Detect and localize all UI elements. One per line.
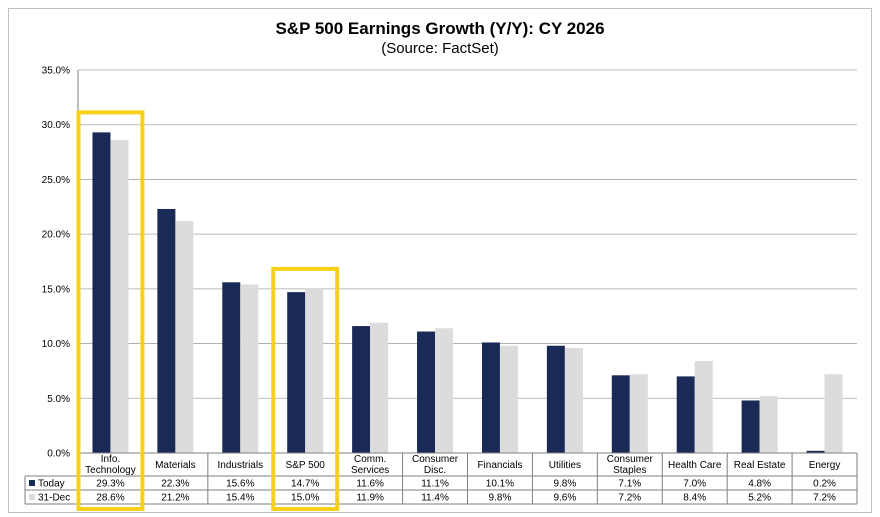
category-label: Utilities [549, 460, 581, 471]
category-label: Health Care [668, 460, 722, 471]
bar-today [157, 208, 176, 453]
data-label: 15.4% [226, 493, 254, 504]
category-label: Disc. [424, 465, 446, 476]
data-label: 5.2% [748, 493, 771, 504]
data-label: 15.0% [291, 493, 319, 504]
y-tick-label: 25.0% [42, 175, 70, 186]
legend-key [29, 494, 35, 500]
data-label: 28.6% [96, 493, 124, 504]
data-label: 11.1% [421, 479, 449, 490]
category-label: Technology [85, 465, 136, 476]
data-label: 14.7% [291, 479, 319, 490]
data-label: 9.6% [553, 493, 576, 504]
bar-31-dec [694, 361, 713, 453]
category-label: Comm. [354, 454, 386, 465]
bar-31-dec [110, 140, 129, 453]
bar-31-dec [175, 221, 194, 453]
data-label: 0.2% [813, 479, 836, 490]
chart-subtitle: (Source: FactSet) [381, 40, 499, 57]
category-label: Energy [809, 460, 841, 471]
y-tick-label: 30.0% [42, 120, 70, 131]
category-label: Info. [101, 454, 120, 465]
data-label: 21.2% [161, 493, 189, 504]
data-label: 29.3% [96, 479, 124, 490]
bar-today [611, 375, 630, 453]
category-label: Real Estate [734, 460, 786, 471]
bar-31-dec [499, 345, 518, 453]
bar-31-dec [240, 284, 259, 453]
data-label: 7.2% [813, 493, 836, 504]
category-label: Consumer [412, 454, 459, 465]
category-label: S&P 500 [286, 460, 326, 471]
data-label: 11.6% [356, 479, 384, 490]
bar-today [546, 345, 565, 453]
bar-today [806, 450, 825, 453]
y-tick-label: 15.0% [42, 284, 70, 295]
bar-31-dec [305, 288, 324, 453]
category-label: Staples [613, 465, 646, 476]
data-label: 7.0% [683, 479, 706, 490]
chart-frame [8, 8, 872, 513]
data-label: 22.3% [161, 479, 189, 490]
bar-today [92, 132, 111, 454]
bar-31-dec [759, 396, 778, 453]
bar-today [417, 331, 436, 453]
y-tick-label: 5.0% [47, 394, 70, 405]
y-tick-label: 10.0% [42, 339, 70, 350]
bar-today [741, 400, 760, 453]
y-tick-label: 0.0% [47, 449, 70, 460]
legend-label: 31-Dec [38, 493, 70, 504]
category-label: Consumer [607, 454, 654, 465]
data-label: 8.4% [683, 493, 706, 504]
category-label: Services [351, 465, 389, 476]
data-label: 15.6% [226, 479, 254, 490]
data-label: 7.2% [618, 493, 641, 504]
legend-key [29, 480, 35, 486]
data-label: 9.8% [489, 493, 512, 504]
bar-31-dec [824, 374, 843, 453]
data-label: 9.8% [553, 479, 576, 490]
bar-31-dec [370, 322, 389, 453]
bar-31-dec [435, 328, 454, 453]
legend-label: Today [38, 479, 65, 490]
bar-31-dec [629, 374, 648, 453]
y-tick-label: 35.0% [42, 66, 70, 77]
highlight-box [271, 266, 340, 511]
category-label: Financials [477, 460, 522, 471]
bar-today [481, 342, 500, 453]
bar-today [287, 292, 306, 453]
bar-31-dec [564, 347, 583, 453]
y-tick-label: 20.0% [42, 230, 70, 241]
bar-today [676, 376, 695, 453]
bar-today [222, 282, 241, 453]
category-label: Materials [155, 460, 196, 471]
chart-title: S&P 500 Earnings Growth (Y/Y): CY 2026 [275, 19, 605, 38]
data-label: 11.4% [421, 493, 449, 504]
category-label: Industrials [218, 460, 264, 471]
bar-today [352, 326, 371, 453]
data-label: 10.1% [486, 479, 514, 490]
data-label: 11.9% [356, 493, 384, 504]
data-label: 4.8% [748, 479, 771, 490]
data-label: 7.1% [618, 479, 641, 490]
highlight-box [76, 110, 145, 511]
